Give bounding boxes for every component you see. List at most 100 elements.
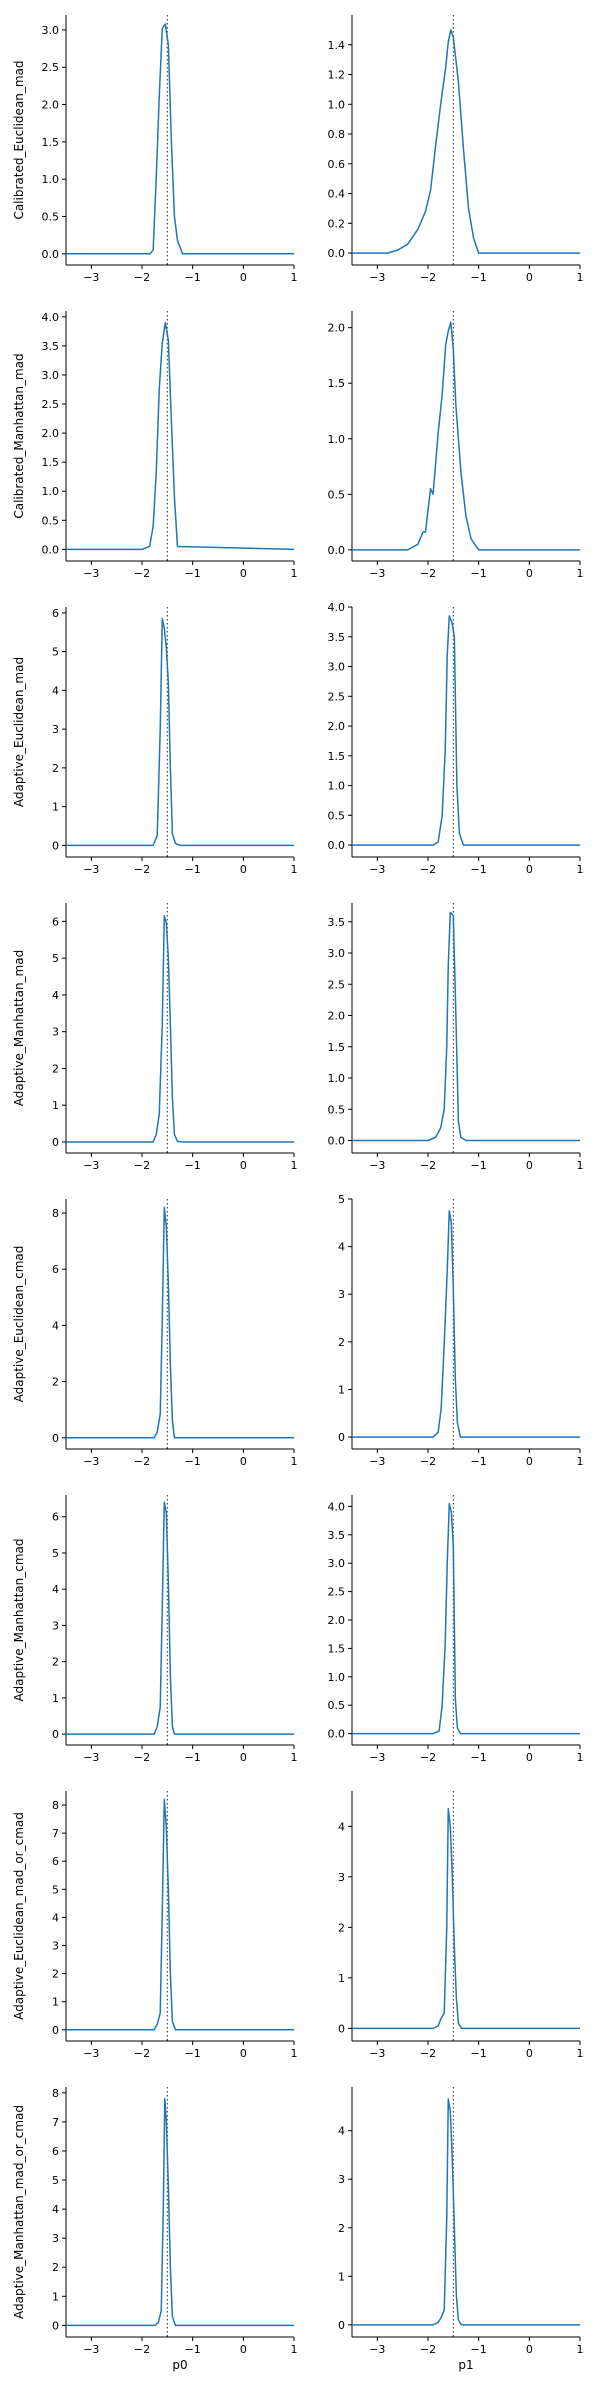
y-tick-label: 0.0 xyxy=(42,248,60,261)
density-line xyxy=(66,617,294,847)
y-tick-label: 1.0 xyxy=(42,485,60,498)
x-tick-label: 1 xyxy=(291,271,298,284)
x-tick-label: 0 xyxy=(240,2343,247,2356)
x-tick-label: −3 xyxy=(369,1159,385,1172)
x-axis-label: p0 xyxy=(172,2358,187,2372)
subplot-4-0: −3 −2 −1 0 1 0 2 4 6 8 Adaptive_Euclidean_cmad xyxy=(12,1199,298,1468)
x-tick-label: −1 xyxy=(471,271,487,284)
y-tick-label: 2 xyxy=(52,762,59,775)
y-axis-label: Adaptive_Euclidean_mad_or_cmad xyxy=(12,1812,26,2020)
y-tick-label: 2.0 xyxy=(328,1010,346,1023)
y-tick-label: 1 xyxy=(52,801,59,814)
x-tick-label: −2 xyxy=(420,1751,436,1764)
subplot-2-0: −3 −2 −1 0 1 0 1 2 3 4 5 6 Adaptive_Euclidean_mad xyxy=(12,607,298,876)
y-tick-label: 1.5 xyxy=(328,750,346,763)
y-tick-label: 6 xyxy=(52,2145,59,2158)
y-tick-label: 5 xyxy=(52,2174,59,2187)
x-tick-label: 1 xyxy=(577,2343,584,2356)
x-tick-label: −3 xyxy=(369,271,385,284)
x-tick-label: 0 xyxy=(240,1455,247,1468)
y-tick-label: 0.2 xyxy=(328,217,346,230)
y-tick-label: 0 xyxy=(52,2319,59,2332)
x-tick-label: −3 xyxy=(83,1751,99,1764)
y-tick-label: 2.5 xyxy=(328,690,346,703)
x-tick-label: −3 xyxy=(83,1455,99,1468)
x-tick-label: −1 xyxy=(185,1159,201,1172)
x-tick-label: 0 xyxy=(526,271,533,284)
x-tick-label: −2 xyxy=(134,1159,150,1172)
y-tick-label: 6 xyxy=(52,1263,59,1276)
y-tick-label: 3 xyxy=(52,723,59,736)
y-tick-label: 4.0 xyxy=(42,311,60,324)
y-axis-label: Adaptive_Euclidean_cmad xyxy=(12,1246,26,1403)
subplot-5-0: −3 −2 −1 0 1 0 1 2 3 4 5 6 Adaptive_Manhattan_cmad xyxy=(12,1495,298,1764)
x-tick-label: 0 xyxy=(240,567,247,580)
x-tick-label: −2 xyxy=(134,567,150,580)
density-line xyxy=(352,1502,580,1735)
density-line xyxy=(352,911,580,1142)
y-tick-label: 7 xyxy=(52,1827,59,1840)
y-tick-label: 1.0 xyxy=(42,173,60,186)
y-tick-label: 3.5 xyxy=(328,631,346,644)
y-tick-label: 0.0 xyxy=(42,543,60,556)
y-tick-label: 2.5 xyxy=(328,978,346,991)
y-tick-label: 3.5 xyxy=(42,340,60,353)
subplot-0-0: −3 −2 −1 0 1 0.0 0.5 1.0 1.5 2.0 2.5 3.0 Calibrated_… xyxy=(12,15,298,284)
x-tick-label: −1 xyxy=(471,2047,487,2060)
y-tick-label: 1.0 xyxy=(328,98,346,111)
y-tick-label: 0 xyxy=(52,1136,59,1149)
y-tick-label: 5 xyxy=(52,1883,59,1896)
y-axis-label: Adaptive_Euclidean_mad xyxy=(12,657,26,807)
y-tick-label: 1 xyxy=(338,1383,345,1396)
y-tick-label: 4 xyxy=(338,2125,345,2138)
y-tick-label: 1.5 xyxy=(42,136,60,149)
y-tick-label: 2 xyxy=(52,1656,59,1669)
y-tick-label: 1.5 xyxy=(42,456,60,469)
x-tick-label: −3 xyxy=(369,1455,385,1468)
y-tick-label: 1 xyxy=(52,1099,59,1112)
y-tick-label: 0 xyxy=(52,2024,59,2037)
x-tick-label: −2 xyxy=(134,863,150,876)
y-tick-label: 0.8 xyxy=(328,128,346,141)
subplot-0-1: −3 −2 −1 0 1 0.0 0.2 0.4 0.6 0.8 1.0 1.2 1.4 xyxy=(328,15,584,284)
x-tick-label: −2 xyxy=(134,2047,150,2060)
y-tick-label: 3 xyxy=(52,2232,59,2245)
y-tick-label: 2 xyxy=(52,1376,59,1389)
y-tick-label: 0.5 xyxy=(328,488,346,501)
y-tick-label: 1.5 xyxy=(328,377,346,390)
subplot-2-1: −3 −2 −1 0 1 0.0 0.5 1.0 1.5 2.0 2.5 3.0 3.5 4.0 xyxy=(328,601,584,876)
y-tick-label: 2 xyxy=(338,1921,345,1934)
y-tick-label: 2.0 xyxy=(328,720,346,733)
y-tick-label: 5 xyxy=(52,952,59,965)
x-tick-label: −2 xyxy=(420,2343,436,2356)
x-tick-label: 0 xyxy=(526,1159,533,1172)
y-tick-label: 0 xyxy=(52,839,59,852)
x-tick-label: 0 xyxy=(526,863,533,876)
y-axis-label: Calibrated_Euclidean_mad xyxy=(12,60,26,219)
y-tick-label: 4 xyxy=(52,2203,59,2216)
y-tick-label: 5 xyxy=(52,1547,59,1560)
y-tick-label: 3 xyxy=(52,1026,59,1039)
x-tick-label: −3 xyxy=(83,1159,99,1172)
subplot-7-0: −3 −2 −1 0 1 0 1 2 3 4 5 6 7 8 Adaptive_Manhattan_mad_… xyxy=(12,2087,298,2372)
subplot-6-1: −3 −2 −1 0 1 0 1 2 3 4 xyxy=(338,1791,584,2060)
x-tick-label: −1 xyxy=(185,1455,201,1468)
x-tick-label: 1 xyxy=(291,1751,298,1764)
y-tick-label: 1 xyxy=(52,1692,59,1705)
x-tick-label: 1 xyxy=(291,567,298,580)
x-tick-label: −1 xyxy=(185,2047,201,2060)
y-tick-label: 0 xyxy=(52,1432,59,1445)
y-tick-label: 2 xyxy=(52,1062,59,1075)
x-tick-label: 1 xyxy=(291,2343,298,2356)
y-tick-label: 0 xyxy=(338,2022,345,2035)
y-tick-label: 3.0 xyxy=(42,24,60,37)
y-tick-label: 4 xyxy=(52,1319,59,1332)
y-tick-label: 1 xyxy=(52,2290,59,2303)
x-tick-label: −3 xyxy=(369,2343,385,2356)
y-tick-label: 6 xyxy=(52,915,59,928)
x-tick-label: 1 xyxy=(577,1751,584,1764)
x-tick-label: −1 xyxy=(471,1159,487,1172)
x-tick-label: −1 xyxy=(185,1751,201,1764)
y-tick-label: 1.0 xyxy=(328,1072,346,1085)
